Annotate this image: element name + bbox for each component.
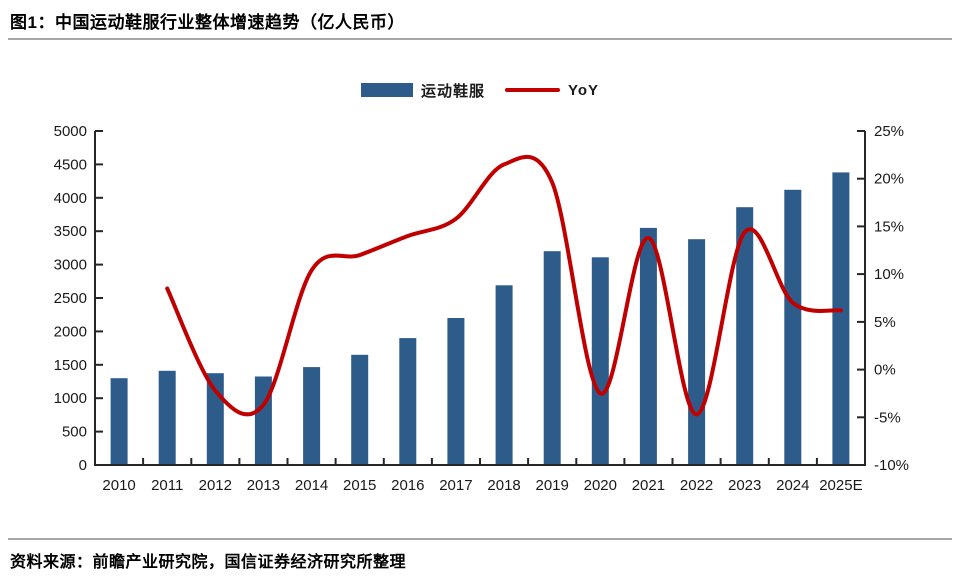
source-note: 资料来源：前瞻产业研究院，国信证券经济研究所整理: [10, 554, 407, 571]
x-axis-label: 2022: [680, 477, 713, 494]
bar-2020: [591, 257, 609, 465]
bar-2015: [351, 354, 369, 465]
right-axis-label: 15%: [874, 218, 904, 235]
x-axis-label: 2018: [487, 477, 520, 494]
x-axis-label: 2025E: [819, 477, 862, 494]
bar-2016: [399, 338, 417, 465]
yoy-line: [165, 154, 843, 417]
x-axis-label: 2017: [439, 477, 472, 494]
x-axis-label: 2014: [295, 477, 328, 494]
x-axis-label: 2013: [247, 477, 280, 494]
bar-2025E: [832, 172, 850, 465]
left-axis-label: 2000: [54, 323, 87, 340]
legend-bar-label: 运动鞋服: [420, 82, 485, 100]
right-axis-label: 10%: [874, 266, 904, 283]
x-axis-label: 2020: [584, 477, 617, 494]
left-axis-label: 1500: [54, 357, 87, 374]
source-separator: [8, 538, 952, 540]
bar-2017: [447, 318, 465, 465]
combo-chart: 0 500 1000 1500 2000 2500 3000 3500 4000 4500 5000…: [54, 123, 909, 494]
legend-bar-swatch: [360, 83, 413, 97]
left-axis-label: 0: [79, 457, 87, 474]
left-axis-label: 3000: [54, 257, 87, 274]
x-axis-label: 2012: [199, 477, 232, 494]
left-axis-label: 1000: [54, 390, 87, 407]
x-axis-label: 2011: [151, 477, 183, 494]
bar-2024: [784, 189, 802, 466]
right-axis-label: 25%: [874, 123, 904, 140]
bar-2018: [495, 285, 513, 465]
x-axis-label: 2019: [536, 477, 569, 494]
x-axis-label: 2016: [391, 477, 424, 494]
right-axis-label: -5%: [874, 409, 901, 426]
left-axis-label: 5000: [54, 123, 87, 140]
bar-2023: [736, 207, 754, 465]
right-axis-label: 0%: [874, 362, 896, 379]
bar-2014: [303, 367, 321, 465]
bar-2011: [158, 370, 176, 465]
left-axis-label: 3500: [54, 223, 87, 240]
figure-title: 图1：中国运动鞋服行业整体增速趋势（亿人民币）: [10, 13, 405, 32]
x-axis-label: 2021: [632, 477, 665, 494]
right-axis-label: 20%: [874, 171, 904, 188]
bar-2022: [688, 239, 706, 465]
legend-line-swatch: [504, 88, 560, 92]
x-axis-label: 2015: [343, 477, 376, 494]
left-axis-label: 500: [62, 424, 87, 441]
x-axis-label: 2010: [102, 477, 135, 494]
left-axis-label: 4500: [54, 156, 87, 173]
bar-2010: [110, 378, 128, 465]
bar-2012: [206, 373, 224, 466]
bar-2019: [543, 251, 561, 465]
chart-legend: 运动鞋服 YoY: [0, 80, 960, 100]
x-axis-label: 2023: [728, 477, 761, 494]
title-separator: [8, 38, 952, 40]
legend-line-label: YoY: [567, 81, 600, 99]
left-axis-label: 4000: [54, 190, 87, 207]
bar-2021: [639, 227, 657, 465]
right-axis-label: 5%: [874, 314, 896, 331]
left-axis-label: 2500: [54, 290, 87, 307]
right-axis-label: -10%: [874, 457, 909, 474]
x-axis-label: 2024: [776, 477, 809, 494]
